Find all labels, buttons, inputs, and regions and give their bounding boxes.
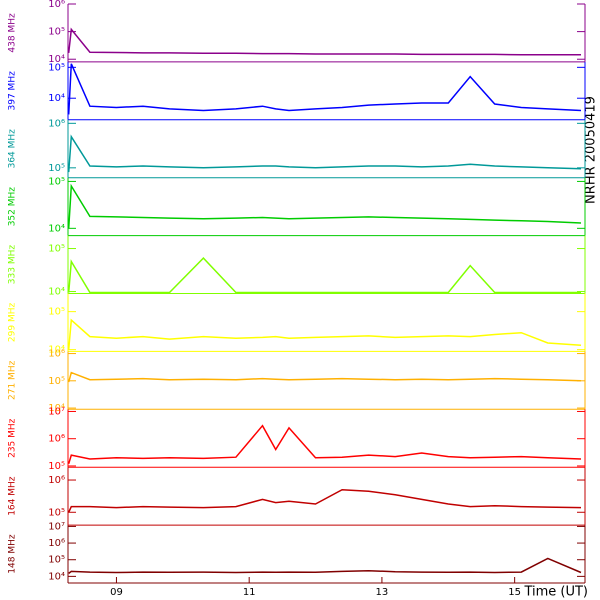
panel-label: 333 MHz — [8, 245, 18, 285]
series-line — [67, 63, 582, 115]
y-tick-label: 10⁵ — [48, 244, 65, 255]
panel-label: 235 MHz — [8, 418, 18, 458]
panel-label: 438 MHz — [8, 13, 18, 53]
y-tick-label: 10⁴ — [48, 223, 65, 234]
y-tick-label: 10⁵ — [48, 376, 65, 387]
y-tick-label: 10⁵ — [48, 555, 65, 566]
panel-label: 364 MHz — [8, 129, 18, 169]
y-tick-label: 10⁴ — [48, 403, 65, 414]
y-tick-label: 10⁷ — [48, 521, 65, 532]
panel-label: 271 MHz — [8, 360, 18, 400]
x-tick-label: 13 — [376, 587, 389, 598]
series-line — [67, 183, 582, 229]
series-line — [68, 557, 582, 574]
y-tick-label: 10⁶ — [48, 434, 65, 445]
y-tick-label: 10⁴ — [48, 287, 65, 298]
y-tick-label: 10⁵ — [48, 62, 65, 73]
x-axis-label: Time (UT) — [523, 585, 588, 600]
panel-label: 148 MHz — [8, 534, 18, 574]
panel-label: 352 MHz — [8, 187, 18, 227]
series-line — [67, 371, 582, 383]
series-line — [67, 424, 582, 465]
y-tick-label: 10⁷ — [48, 406, 65, 417]
y-tick-label: 10⁵ — [48, 163, 65, 174]
panel-label: 299 MHz — [8, 303, 18, 343]
y-tick-label: 10⁵ — [48, 507, 65, 518]
y-tick-label: 10⁵ — [48, 461, 65, 472]
panel-label: 164 MHz — [8, 476, 18, 516]
y-tick-label: 10⁵ — [48, 176, 65, 187]
series-line — [67, 134, 582, 173]
y-tick-label: 10⁶ — [48, 349, 65, 360]
series-line — [67, 318, 582, 350]
x-tick-label: 11 — [243, 587, 256, 598]
series-line — [67, 257, 581, 294]
y-tick-label: 10⁶ — [48, 538, 65, 549]
x-tick-label: 09 — [110, 587, 123, 598]
y-tick-label: 10⁶ — [48, 475, 65, 486]
y-tick-label: 10⁴ — [48, 571, 65, 582]
y-tick-label: 10⁵ — [48, 307, 65, 318]
panel-label: 397 MHz — [8, 71, 18, 111]
y-tick-label: 10⁶ — [48, 0, 65, 10]
series-line — [68, 488, 582, 513]
y-tick-label: 10⁴ — [48, 54, 65, 65]
x-tick-label: 15 — [508, 587, 521, 598]
series-line — [67, 27, 581, 56]
y-tick-label: 10⁶ — [48, 118, 65, 129]
y-tick-label: 10⁴ — [48, 345, 65, 356]
chart-title: NRHR 20050419 — [584, 96, 599, 204]
y-tick-label: 10⁴ — [48, 93, 65, 104]
y-tick-label: 10⁵ — [48, 27, 65, 38]
